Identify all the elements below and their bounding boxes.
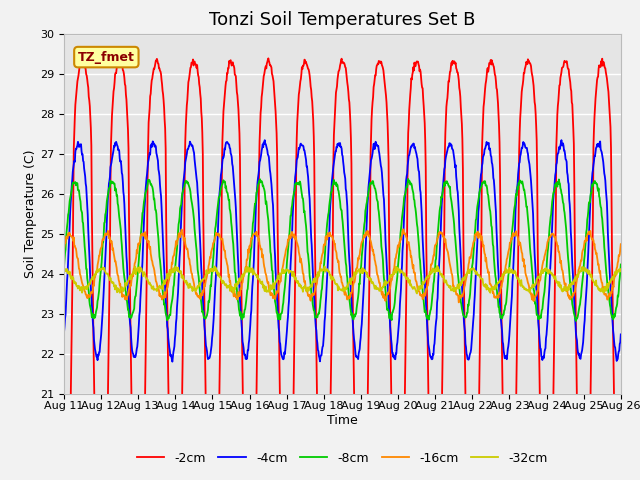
-8cm <box>133 283 141 289</box>
Line: -2cm: -2cm <box>64 59 621 480</box>
-2cm <box>348 233 356 239</box>
-2cm <box>264 56 272 61</box>
Title: Tonzi Soil Temperatures Set B: Tonzi Soil Temperatures Set B <box>209 11 476 29</box>
-16cm <box>400 227 408 232</box>
-32cm <box>60 267 68 273</box>
-16cm <box>464 270 472 276</box>
Line: -16cm: -16cm <box>64 229 621 302</box>
Y-axis label: Soil Temperature (C): Soil Temperature (C) <box>24 149 37 278</box>
-8cm <box>582 239 589 244</box>
-8cm <box>572 318 580 324</box>
-8cm <box>617 262 625 267</box>
-8cm <box>208 273 216 279</box>
-4cm <box>557 137 565 143</box>
X-axis label: Time: Time <box>327 414 358 427</box>
-4cm <box>60 330 68 336</box>
Text: TZ_fmet: TZ_fmet <box>78 50 135 63</box>
-32cm <box>582 268 589 274</box>
-4cm <box>617 332 625 337</box>
-4cm <box>582 299 589 304</box>
-8cm <box>60 264 68 270</box>
-16cm <box>267 292 275 298</box>
-8cm <box>404 176 412 182</box>
-32cm <box>133 268 141 274</box>
-16cm <box>348 290 355 296</box>
Line: -8cm: -8cm <box>64 179 621 321</box>
-32cm <box>348 277 355 283</box>
-32cm <box>267 287 275 292</box>
-8cm <box>463 310 471 315</box>
-4cm <box>133 346 141 352</box>
-8cm <box>267 252 275 257</box>
Line: -4cm: -4cm <box>64 140 621 361</box>
-16cm <box>208 248 216 253</box>
-32cm <box>433 263 441 269</box>
-4cm <box>463 352 471 358</box>
-16cm <box>617 241 625 247</box>
-32cm <box>413 290 421 296</box>
-32cm <box>208 268 216 274</box>
Legend: -2cm, -4cm, -8cm, -16cm, -32cm: -2cm, -4cm, -8cm, -16cm, -32cm <box>132 447 553 469</box>
-8cm <box>348 312 355 318</box>
-4cm <box>208 335 216 341</box>
-16cm <box>133 247 141 253</box>
-16cm <box>60 247 68 252</box>
-16cm <box>582 238 589 243</box>
Line: -32cm: -32cm <box>64 266 621 293</box>
-16cm <box>455 300 463 305</box>
-2cm <box>268 65 275 71</box>
-4cm <box>168 359 176 364</box>
-32cm <box>617 266 625 272</box>
-4cm <box>268 181 275 187</box>
-32cm <box>464 269 472 275</box>
-4cm <box>348 308 356 313</box>
